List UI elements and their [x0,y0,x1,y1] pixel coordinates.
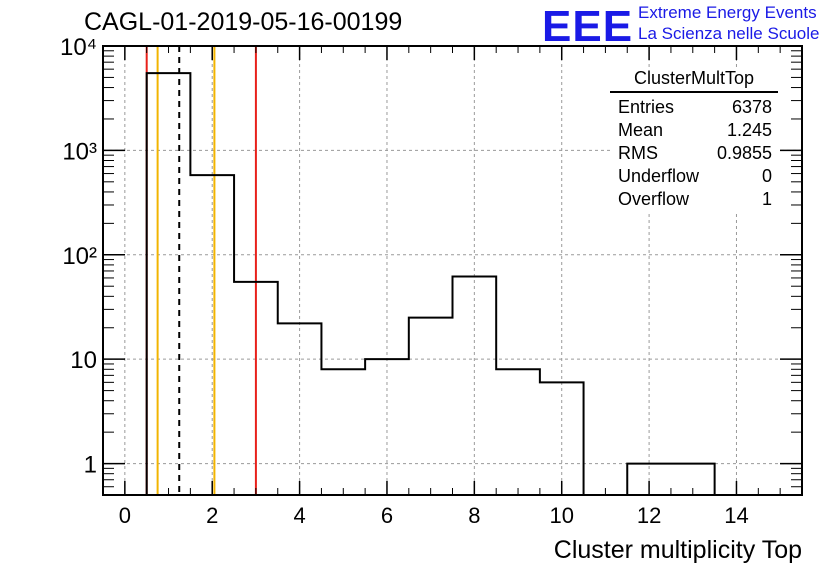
stats-row-overflow: Overflow 1 [610,188,778,211]
x-tick-label: 2 [206,503,218,528]
eee-logo: EEE [542,2,634,51]
stats-label: Mean [618,120,664,140]
stats-row-rms: RMS 0.9855 [610,142,778,165]
chart-title: CAGL-01-2019-05-16-00199 [84,8,403,36]
stats-label: Overflow [618,189,690,209]
stats-value: 1.245 [726,120,772,140]
x-tick-label: 6 [381,503,393,528]
stats-row-mean: Mean 1.245 [610,119,778,142]
stats-label: RMS [618,143,658,163]
stats-value: 1 [761,189,772,209]
histogram-bin [409,318,453,495]
marker-lines [145,46,257,495]
logo-caption-line2: La Scienza nelle Scuole [638,24,820,43]
stats-value: 0 [761,166,772,186]
stats-title: ClusterMultTop [610,68,778,93]
y-tick-label: 1 [84,452,97,479]
stats-label: Underflow [618,166,700,186]
stats-value: 0.9855 [716,143,772,163]
logo-caption-line1: Extreme Energy Events [638,3,817,22]
x-tick-label: 14 [724,503,748,528]
y-tick-label: 10³ [62,138,97,165]
histogram-bin [147,73,191,495]
x-tick-label: 4 [293,503,305,528]
y-tick-label: 10 [70,347,97,374]
stats-row-underflow: Underflow 0 [610,165,778,188]
stats-box: ClusterMultTop Entries 6378 Mean 1.245 R… [610,68,778,211]
y-tick-label: 10⁴ [60,34,97,61]
stats-value: 6378 [731,97,772,117]
x-tick-label: 0 [119,503,131,528]
histogram-bin [496,369,540,495]
histogram-bin [321,369,365,495]
x-tick-label: 8 [468,503,480,528]
stats-label: Entries [618,97,675,117]
histogram-bin [278,323,322,495]
x-axis-label: Cluster multiplicity Top [553,536,802,564]
y-tick-label: 10² [62,243,97,270]
x-axis: 0 2 4 6 8 10 12 14 [102,46,803,528]
stats-row-entries: Entries 6378 [610,96,778,119]
x-tick-label: 12 [637,503,661,528]
x-tick-label: 10 [549,503,573,528]
